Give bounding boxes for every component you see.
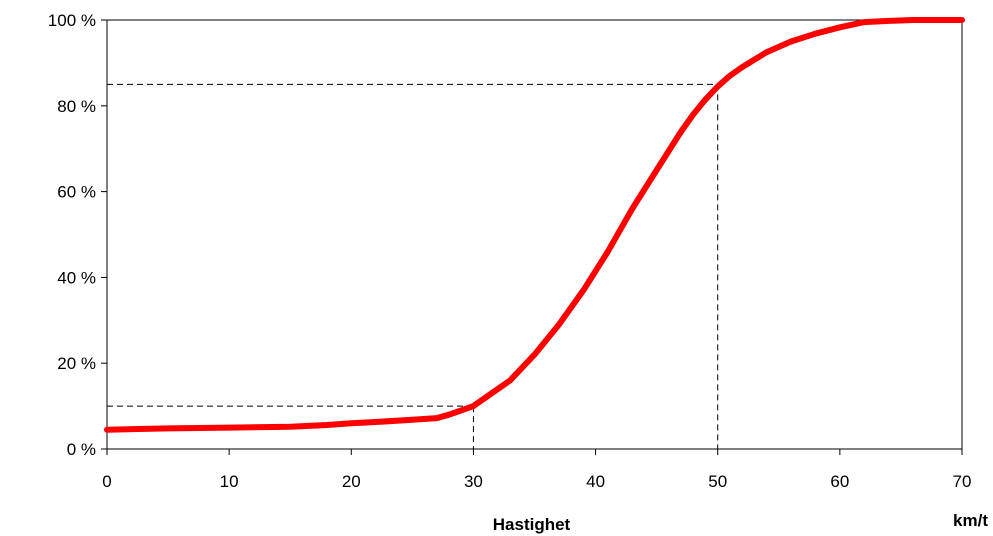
y-tick-label: 0 % <box>67 440 96 459</box>
y-tick-label: 40 % <box>57 268 96 287</box>
x-tick-label: 30 <box>464 472 483 491</box>
y-tick-label: 80 % <box>57 97 96 116</box>
x-tick-label: 40 <box>586 472 605 491</box>
reference-lines <box>107 83 719 449</box>
x-axis-ticks: 0 10 20 30 40 50 60 70 <box>102 449 971 491</box>
y-tick-label: 100 % <box>48 11 96 30</box>
x-axis-title: Hastighet <box>493 515 571 534</box>
plot-area-frame <box>106 19 963 450</box>
x-tick-label: 20 <box>342 472 361 491</box>
x-axis-unit: km/t <box>953 511 988 530</box>
x-tick-label: 60 <box>830 472 849 491</box>
series-line-cumulative-speed <box>104 17 965 433</box>
x-tick-label: 10 <box>220 472 239 491</box>
y-tick-label: 60 % <box>57 183 96 202</box>
x-tick-label: 0 <box>102 472 111 491</box>
y-tick-label: 20 % <box>57 354 96 373</box>
x-tick-label: 50 <box>708 472 727 491</box>
y-axis-ticks: 0 % 20 % 40 % 60 % 80 % 100 % <box>48 11 107 459</box>
x-tick-label: 70 <box>953 472 972 491</box>
